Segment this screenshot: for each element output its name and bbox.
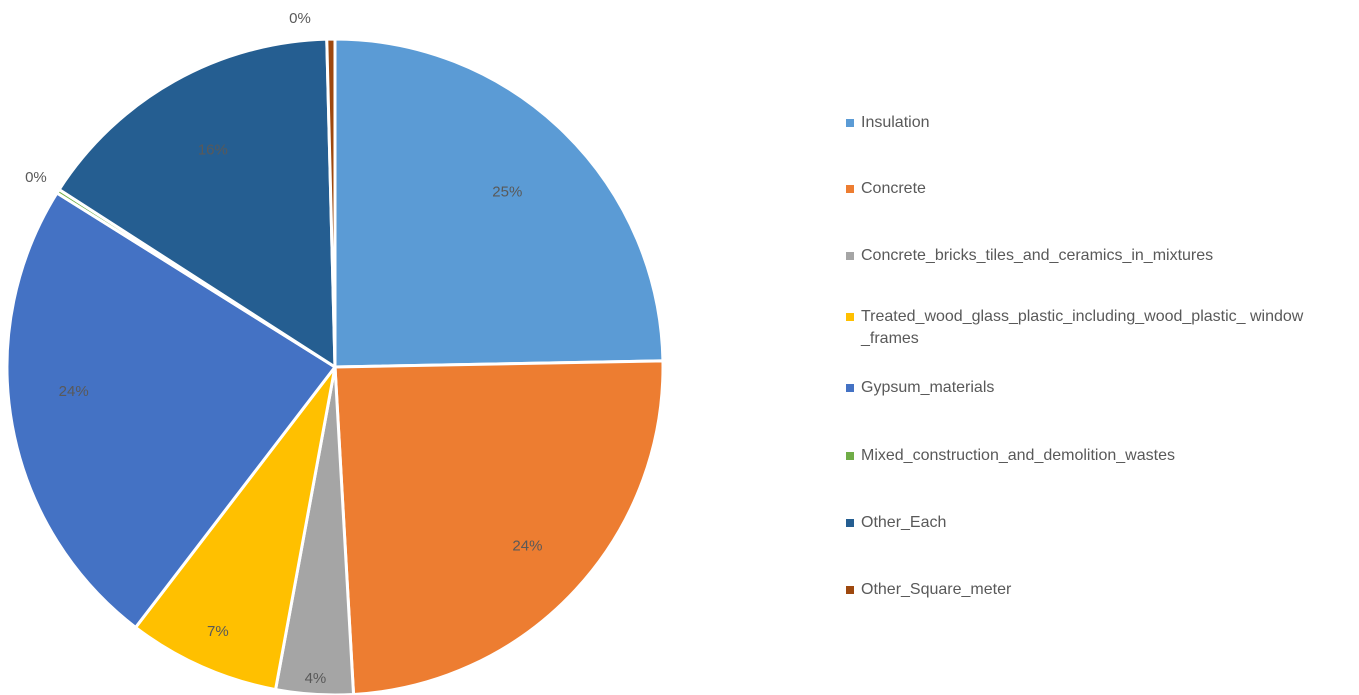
legend-label: Other_Square_meter	[861, 581, 1012, 598]
data-label-treated-wood-glass-plastic-including-wood-plastic-window-frames: 7%	[207, 623, 229, 640]
data-label-concrete-bricks-tiles-and-ceramics-in-mixtures: 4%	[305, 670, 327, 687]
legend-item-insulation: Insulation	[846, 112, 1311, 134]
legend-label: Other_Each	[861, 514, 947, 531]
legend-swatch	[846, 119, 854, 127]
legend-item-mixed-construction-and-demolition-wastes: Mixed_construction_and_demolition_wastes	[846, 445, 1311, 467]
pie-data-labels: 25% 24% 4% 7% 24% 0% 16% 0%	[25, 10, 542, 687]
data-label-concrete: 24%	[512, 537, 542, 554]
legend-item-other-square-meter: Other_Square_meter	[846, 579, 1311, 601]
legend-swatch	[846, 519, 854, 527]
pie-slices	[5, 37, 665, 695]
legend-item-concrete-bricks-tiles-and-ceramics-in-mixtures: Concrete_bricks_tiles_and_ceramics_in_mi…	[846, 245, 1311, 267]
legend-label: Concrete_bricks_tiles_and_ceramics_in_mi…	[861, 247, 1214, 264]
pie-slice-other-square-meter	[325, 37, 337, 368]
legend-swatch	[846, 313, 854, 321]
data-label-other-square-meter: 0%	[289, 10, 311, 27]
legend-item-concrete: Concrete	[846, 178, 1311, 200]
legend-item-gypsum-materials: Gypsum_materials	[846, 377, 1311, 399]
legend-item-treated-wood-glass-plastic-including-wood-plastic-window-frames: Treated_wood_glass_plastic_including_woo…	[846, 306, 1311, 350]
data-label-insulation: 25%	[492, 183, 522, 200]
pie-slice-other-each	[57, 37, 337, 370]
pie-slice-treated-wood-glass-plastic-including-wood-plastic-window-frames	[133, 366, 337, 692]
data-label-other-each: 16%	[198, 142, 228, 159]
legend-item-other-each: Other_Each	[846, 512, 1311, 534]
legend-label: Gypsum_materials	[861, 379, 995, 396]
legend-swatch	[846, 384, 854, 392]
legend-swatch	[846, 252, 854, 260]
legend-label: Mixed_construction_and_demolition_wastes	[861, 447, 1175, 464]
legend-label: Treated_wood_glass_plastic_including_woo…	[861, 308, 1304, 347]
legend-label: Insulation	[861, 114, 930, 131]
pie-slice-insulation	[333, 37, 665, 369]
legend-label: Concrete	[861, 180, 926, 197]
legend-swatch	[846, 452, 854, 460]
pie-slice-concrete	[333, 359, 665, 695]
legend-swatch	[846, 185, 854, 193]
pie-slice-gypsum-materials	[5, 190, 338, 630]
data-label-mixed-construction-and-demolition-wastes: 0%	[25, 169, 47, 186]
legend-swatch	[846, 586, 854, 594]
data-label-gypsum-materials: 24%	[59, 383, 89, 400]
